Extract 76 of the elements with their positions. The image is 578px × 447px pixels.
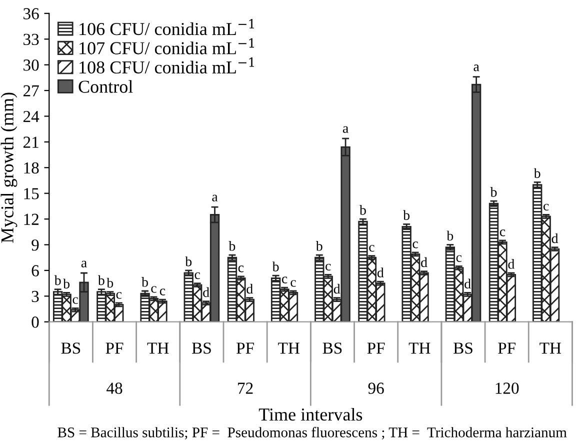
text: 96: [368, 382, 384, 394]
y-tick-label: 18: [24, 162, 39, 174]
y-tick-label: 12: [24, 214, 38, 225]
data-label: c: [151, 286, 156, 293]
y-tick-label: 33: [24, 34, 39, 46]
data-label: c: [160, 288, 166, 296]
data-label: b: [360, 205, 366, 215]
text: 120: [496, 382, 519, 394]
data-label: a: [474, 64, 480, 72]
data-label: d: [421, 257, 428, 268]
data-label: d: [508, 259, 514, 269]
x-tick-label: PF: [498, 342, 516, 354]
x-tick-label: PF: [367, 342, 385, 354]
data-label: b: [185, 256, 192, 266]
data-label: d: [334, 284, 340, 294]
y-tick-label: 0: [32, 316, 39, 328]
data-label: d: [377, 268, 384, 278]
data-label: b: [98, 275, 104, 286]
data-label: c: [116, 292, 122, 299]
text: BS = Bacillus subtilis; PF = Pseudomonas fluorescens ; TH = Trichoderma harzianum: [58, 426, 567, 440]
data-label: c: [456, 255, 462, 262]
data-label: a: [342, 126, 348, 133]
text: 72: [238, 382, 253, 394]
x-tick-label: TH: [278, 342, 300, 354]
legend-label: 106 CFU/ conidia mL$^{−1}$: [80, 19, 254, 36]
x-tick-label: PF: [106, 342, 124, 354]
data-label: b: [490, 187, 497, 197]
data-label: c: [238, 266, 244, 272]
data-label: c: [500, 230, 506, 236]
y-tick-label: 15: [24, 188, 39, 200]
data-label: b: [106, 278, 114, 288]
data-label: c: [72, 297, 78, 304]
legend-label: 107 CFU/ conidia mL$^{−1}$: [80, 38, 254, 54]
text: 48: [106, 382, 122, 394]
data-label: a: [81, 260, 87, 268]
y-tick-label: 6: [32, 265, 39, 276]
data-label: d: [246, 284, 253, 294]
x-axis-title: Time intervals: [258, 408, 362, 421]
x-tick-label: TH: [540, 342, 562, 354]
x-tick-label: BS: [454, 342, 472, 354]
data-label: c: [282, 276, 288, 284]
data-label: b: [534, 168, 540, 178]
data-label: c: [194, 272, 200, 280]
x-tick-label: BS: [322, 342, 342, 354]
data-label: c: [326, 264, 331, 271]
y-tick-label: 21: [23, 136, 38, 148]
y-tick-label: 30: [24, 60, 39, 71]
legend-label: 108 CFU/ conidia mL$^{−1}$: [80, 57, 254, 74]
y-tick-label: 27: [23, 85, 39, 96]
x-tick-label: BS: [61, 342, 80, 354]
data-label: b: [272, 262, 279, 272]
data-label: b: [228, 241, 236, 251]
x-tick-label: TH: [408, 342, 430, 354]
legend-label: Control: [78, 80, 133, 93]
data-label: b: [403, 210, 410, 220]
data-label: c: [412, 242, 418, 248]
data-label: b: [63, 278, 70, 288]
data-label: d: [464, 278, 471, 288]
data-label: b: [54, 275, 61, 286]
y-tick-label: 3: [32, 290, 39, 302]
x-tick-label: BS: [192, 342, 211, 354]
data-label: b: [446, 230, 454, 241]
data-label: c: [290, 280, 296, 287]
x-tick-label: PF: [236, 342, 254, 354]
data-label: d: [552, 233, 558, 244]
y-tick-label: 9: [32, 239, 39, 251]
y-axis-title: Mycial growth (mm): [0, 92, 18, 243]
data-label: d: [203, 287, 210, 298]
data-label: c: [369, 244, 374, 252]
y-tick-label: 36: [24, 8, 39, 20]
y-tick-label: 24: [23, 110, 40, 122]
data-label: b: [142, 277, 148, 287]
data-label: b: [316, 241, 322, 251]
x-tick-label: TH: [147, 342, 169, 354]
data-label: a: [212, 194, 218, 202]
data-label: c: [544, 204, 549, 211]
